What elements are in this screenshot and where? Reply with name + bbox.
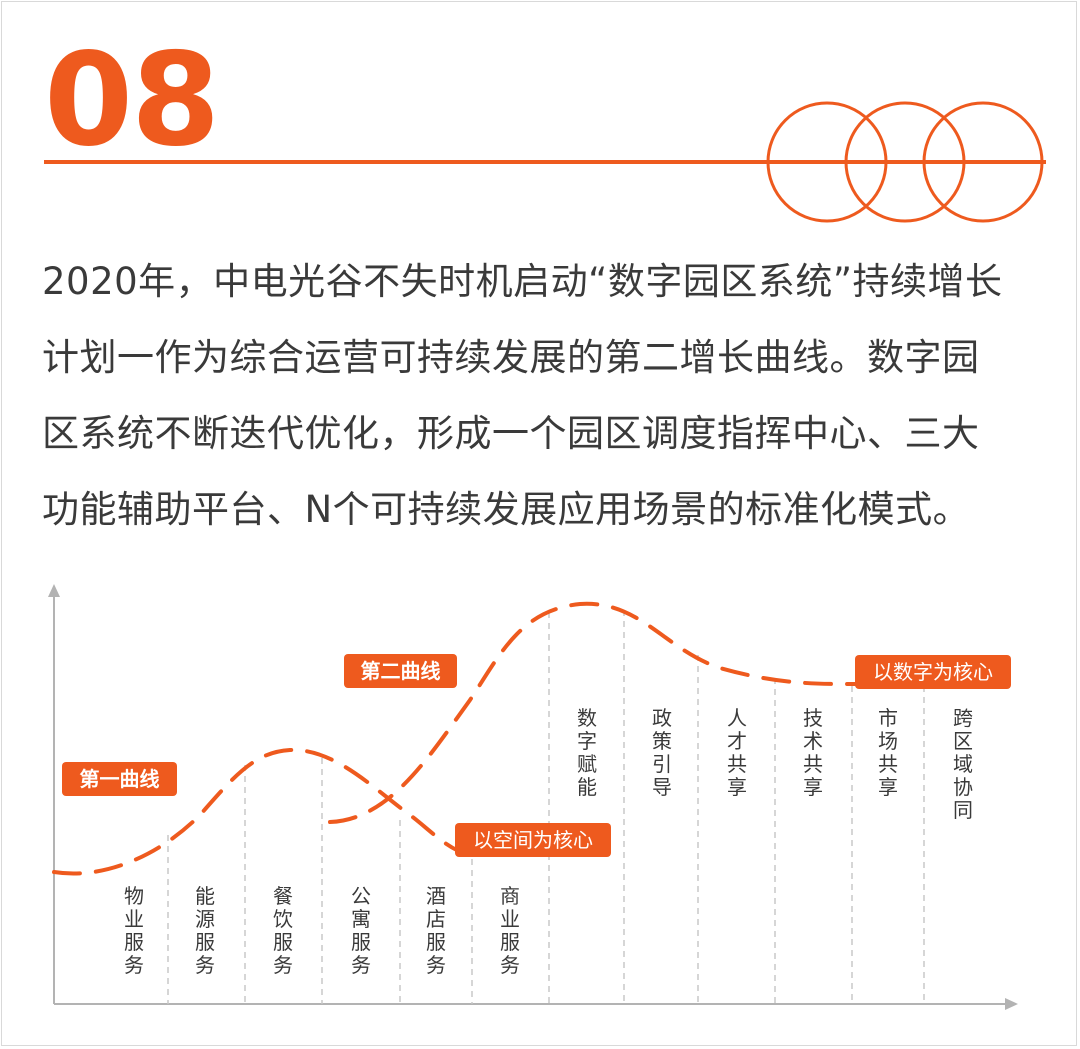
paragraph-line: 计划一作为综合运营可持续发展的第二增长曲线。数字园 [42, 336, 980, 379]
second-curve-columns: 数 字 赋 能 政 策 引 导 人 才 共 享 技 术 共 享 市 场 共 享 [577, 706, 973, 822]
column-label: 人 才 共 享 [727, 706, 747, 799]
column-char: 引 [652, 752, 672, 776]
second-curve-badge: 第二曲线 [344, 654, 457, 688]
column-char: 源 [195, 907, 215, 931]
first-growth-curve [52, 747, 472, 876]
column-char: 导 [652, 775, 672, 799]
first-curve-columns: 物 业 服 务 能 源 服 务 餐 饮 服 务 公 寓 服 务 酒 店 服 务 [124, 884, 520, 977]
column-char: 业 [500, 907, 520, 931]
column-char: 酒 [426, 884, 446, 908]
column-char: 餐 [273, 884, 293, 908]
column-char: 服 [273, 930, 293, 954]
column-char: 店 [426, 907, 446, 931]
column-label: 跨 区 域 协 同 [953, 706, 973, 822]
section-number: 08 [44, 26, 220, 175]
column-label: 政 策 引 导 [652, 706, 672, 799]
column-char: 饮 [273, 907, 293, 931]
column-char: 务 [124, 953, 144, 977]
column-char: 字 [577, 729, 597, 753]
y-axis-arrow [48, 584, 60, 597]
column-char: 才 [727, 729, 747, 753]
column-char: 务 [273, 953, 293, 977]
column-label: 餐 饮 服 务 [273, 884, 293, 977]
column-char: 享 [727, 775, 747, 799]
column-char: 共 [727, 752, 747, 776]
column-char: 跨 [953, 706, 973, 730]
space-core-badge: 以空间为核心 [455, 823, 611, 857]
column-char: 数 [577, 706, 597, 730]
column-char: 能 [577, 775, 597, 799]
column-char: 场 [878, 729, 898, 753]
axes [48, 584, 1018, 1010]
column-char: 策 [652, 729, 672, 753]
column-char: 享 [803, 775, 823, 799]
column-label: 市 场 共 享 [878, 706, 898, 799]
column-char: 服 [124, 930, 144, 954]
column-char: 能 [195, 884, 215, 908]
column-char: 区 [953, 729, 973, 753]
first-curve-badge-bg [62, 762, 177, 796]
column-char: 共 [803, 752, 823, 776]
column-label: 数 字 赋 能 [577, 706, 597, 799]
paragraph-line: 区系统不断迭代优化，形成一个园区调度指挥中心、三大 [42, 412, 980, 455]
column-char: 务 [500, 953, 520, 977]
second-curve-badge-bg [344, 654, 457, 688]
column-char: 业 [124, 907, 144, 931]
column-char: 服 [500, 930, 520, 954]
column-label: 公 寓 服 务 [351, 884, 371, 977]
column-label: 商 业 服 务 [500, 884, 520, 977]
x-axis-arrow [1005, 998, 1018, 1010]
column-char: 域 [953, 752, 973, 776]
intro-paragraph: 2020年，中电光谷不失时机启动“数字园区系统”持续增长 计划一作为综合运营可持… [42, 244, 1042, 548]
column-char: 政 [652, 706, 672, 730]
column-label: 酒 店 服 务 [426, 884, 446, 977]
column-char: 物 [124, 884, 144, 908]
column-char: 技 [803, 706, 823, 730]
digital-core-badge: 以数字为核心 [855, 655, 1011, 689]
column-char: 商 [500, 884, 520, 908]
column-char: 市 [878, 706, 898, 730]
column-char: 同 [953, 798, 973, 822]
paragraph-line: 功能辅助平台、N个可持续发展应用场景的标准化模式。 [42, 488, 971, 531]
digital-core-badge-bg [855, 655, 1011, 689]
column-char: 共 [878, 752, 898, 776]
column-char: 术 [803, 729, 823, 753]
ring-middle [844, 101, 966, 223]
space-core-label: 以空间为核心 [473, 828, 593, 852]
column-char: 服 [195, 930, 215, 954]
space-core-badge-bg [455, 823, 611, 857]
column-char: 务 [195, 953, 215, 977]
column-char: 服 [426, 930, 446, 954]
first-curve-label: 第一曲线 [80, 767, 160, 791]
column-char: 享 [878, 775, 898, 799]
column-label: 技 术 共 享 [803, 706, 823, 799]
column-char: 协 [953, 775, 973, 799]
column-char: 服 [351, 930, 371, 954]
column-char: 寓 [351, 907, 371, 931]
second-curve-label: 第二曲线 [361, 659, 441, 683]
column-label: 能 源 服 务 [195, 884, 215, 977]
column-label: 物 业 服 务 [124, 884, 144, 977]
paragraph-line: 2020年，中电光谷不失时机启动“数字园区系统”持续增长 [42, 260, 1003, 303]
column-char: 公 [351, 884, 371, 908]
ring-left [766, 101, 888, 223]
column-dividers [167, 610, 925, 1004]
ring-right [922, 101, 1044, 223]
digital-core-label: 以数字为核心 [873, 660, 993, 684]
column-char: 人 [727, 706, 747, 730]
second-growth-curve [328, 601, 862, 824]
column-char: 务 [351, 953, 371, 977]
column-char: 赋 [577, 752, 597, 776]
first-curve-badge: 第一曲线 [62, 762, 177, 796]
column-char: 务 [426, 953, 446, 977]
